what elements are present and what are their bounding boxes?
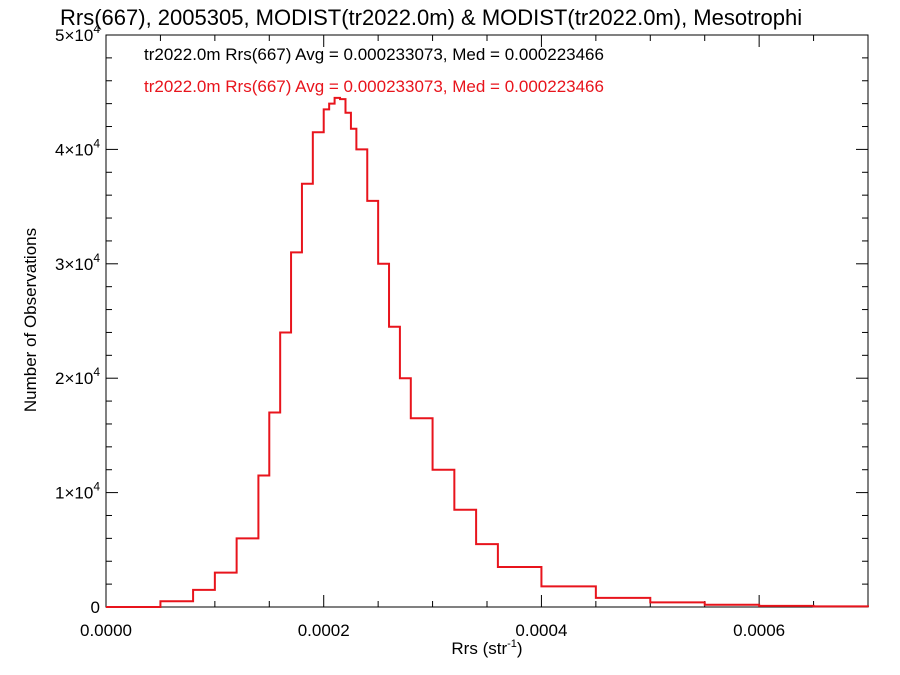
x-tick-label: 0.0004: [515, 621, 567, 640]
y-tick-label: 2×104: [55, 365, 100, 388]
chart-title: Rrs(667), 2005305, MODIST(tr2022.0m) & M…: [60, 5, 802, 30]
annotation-red: tr2022.0m Rrs(667) Avg = 0.000233073, Me…: [144, 77, 604, 96]
histogram-series-line: [106, 96, 869, 608]
y-axis-label: Number of Observations: [21, 228, 40, 412]
x-tick-label: 0.0002: [298, 621, 350, 640]
x-tick-label: 0.0000: [80, 621, 132, 640]
y-tick-label: 1×104: [55, 480, 100, 503]
annotation-black: tr2022.0m Rrs(667) Avg = 0.000233073, Me…: [144, 45, 604, 64]
x-tick-label: 0.0006: [733, 621, 785, 640]
y-tick-label: 5×104: [55, 22, 100, 45]
x-axis-label: Rrs (str-1): [451, 638, 522, 658]
y-tick-label: 4×104: [55, 136, 100, 159]
plot-frame: [105, 34, 869, 608]
y-tick-label: 0: [91, 598, 100, 617]
y-tick-label: 3×104: [55, 251, 100, 274]
x-axis: 0.0000 0.0002 0.0004 0.0006: [80, 35, 869, 640]
y-axis: 0 1×104 2×104 3×104 4×104 5×104: [55, 22, 868, 617]
